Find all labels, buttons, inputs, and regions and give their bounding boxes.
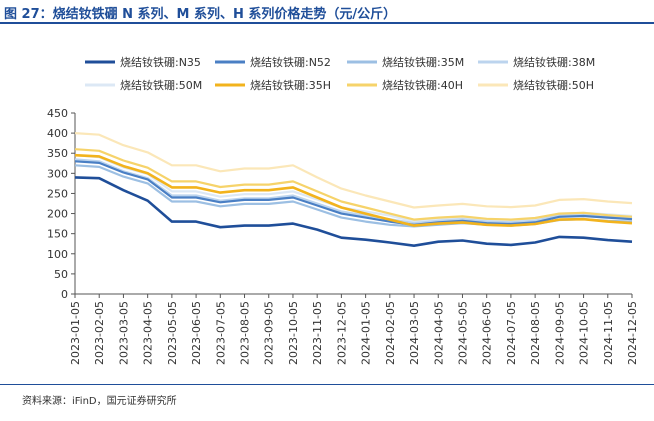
x-tick-label: 2024-07-05 [505, 301, 518, 365]
x-tick-label: 2024-09-05 [553, 301, 566, 365]
y-tick-label: 400 [47, 127, 68, 140]
legend-item-6: 烧结钕铁硼:35H [215, 79, 331, 92]
x-tick-label: 2023-06-05 [190, 301, 203, 365]
legend-label: 烧结钕铁硼:38M [513, 56, 595, 69]
legend-label: 烧结钕铁硼:50H [513, 79, 594, 92]
legend: 烧结钕铁硼:N35 烧结钕铁硼:N52 烧结钕铁硼:35M 烧结钕铁硼:38M 烧结钕铁… [85, 56, 595, 92]
x-tick-label: 2023-09-05 [263, 301, 276, 365]
x-tick-label: 2023-07-05 [214, 301, 227, 365]
x-tick-label: 2024-02-05 [384, 301, 397, 365]
legend-label: 烧结钕铁硼:40H [382, 79, 463, 92]
series-line-2 [74, 160, 633, 226]
legend-label: 烧结钕铁硼:35H [250, 79, 331, 92]
legend-label: 烧结钕铁硼:N35 [120, 56, 201, 69]
legend-item-3: 烧结钕铁硼:35M [347, 56, 464, 69]
legend-item-5: 烧结钕铁硼:50M [85, 79, 202, 92]
legend-item-2: 烧结钕铁硼:N52 [215, 56, 331, 69]
legend-label: 烧结钕铁硼:50M [120, 79, 202, 92]
y-tick-label: 200 [47, 208, 68, 221]
series-line-8 [74, 132, 633, 209]
x-axis: 2023-01-05 2023-02-05 2023-03-05 2023-04-05… [69, 293, 639, 365]
x-tick-label: 2023-11-05 [311, 301, 324, 365]
x-tick-label: 2023-12-05 [335, 301, 348, 365]
y-tick-label: 250 [47, 187, 68, 200]
legend-item-1: 烧结钕铁硼:N35 [85, 56, 201, 69]
x-tick-label: 2023-01-05 [69, 301, 82, 365]
figure-title: 图 27：烧结钕铁硼 N 系列、M 系列、H 系列价格走势（元/公斤） [4, 7, 397, 22]
x-tick-label: 2023-05-05 [166, 301, 179, 365]
x-tick-label: 2023-03-05 [117, 301, 130, 365]
x-tick-label: 2024-11-05 [602, 301, 615, 365]
legend-item-7: 烧结钕铁硼:40H [347, 79, 463, 92]
x-tick-label: 2023-08-05 [239, 301, 252, 365]
y-tick-label: 150 [47, 228, 68, 241]
series-line-1 [74, 176, 633, 247]
y-tick-label: 300 [47, 167, 68, 180]
series-line-6 [74, 153, 633, 227]
legend-item-4: 烧结钕铁硼:38M [478, 56, 595, 69]
y-tick-label: 50 [54, 268, 68, 281]
legend-label: 烧结钕铁硼:N52 [250, 56, 331, 69]
x-tick-label: 2023-02-05 [93, 301, 106, 365]
x-tick-label: 2024-08-05 [529, 301, 542, 365]
series-line-4 [74, 158, 633, 225]
x-tick-label: 2024-12-05 [626, 301, 639, 365]
y-tick-label: 0 [61, 288, 68, 301]
source-note: 资料来源：iFinD，国元证券研究所 [22, 396, 177, 407]
y-tick-label: 100 [47, 248, 68, 261]
y-tick-label: 450 [47, 107, 68, 120]
title-rule [0, 22, 654, 24]
x-tick-label: 2024-04-05 [432, 301, 445, 365]
x-tick-label: 2023-04-05 [142, 301, 155, 365]
y-tick-label: 350 [47, 147, 68, 160]
series-line-7 [74, 148, 633, 221]
legend-item-8: 烧结钕铁硼:50H [478, 79, 594, 92]
y-axis: 0 50 100 150 200 250 300 350 400 450 [47, 107, 76, 301]
x-tick-label: 2024-06-05 [481, 301, 494, 365]
x-tick-label: 2024-05-05 [456, 301, 469, 365]
x-tick-label: 2024-01-05 [360, 301, 373, 365]
x-tick-label: 2023-10-05 [287, 301, 300, 365]
x-tick-label: 2024-10-05 [578, 301, 591, 365]
legend-label: 烧结钕铁硼:35M [382, 56, 464, 69]
x-tick-label: 2024-03-05 [408, 301, 421, 365]
footer-rule [0, 384, 654, 385]
series-lines [74, 132, 633, 247]
